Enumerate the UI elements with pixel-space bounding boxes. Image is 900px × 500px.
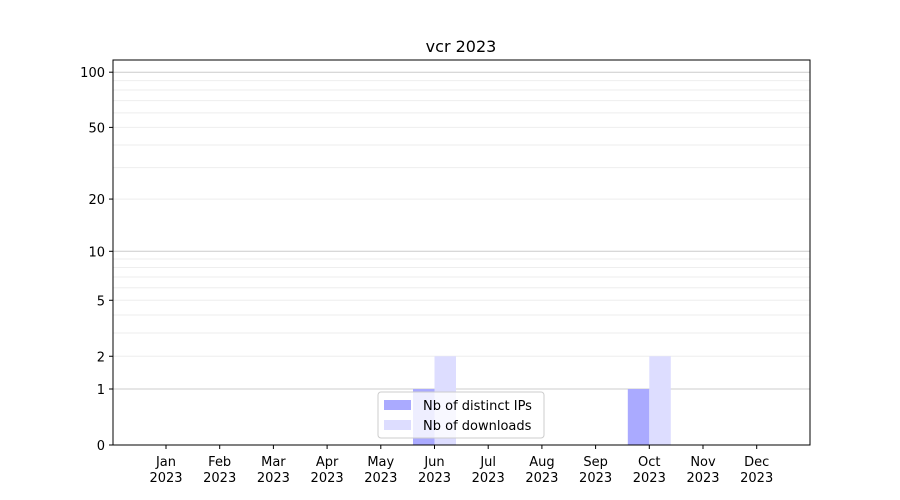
x-tick-label: Feb 2023: [203, 455, 236, 486]
x-tick-label: Jun 2023: [418, 455, 451, 486]
x-tick-label: Dec 2023: [740, 455, 773, 486]
legend-swatch: [384, 420, 411, 430]
x-tick-label: Mar 2023: [257, 455, 290, 486]
x-tick-label: Jan 2023: [149, 455, 182, 486]
x-tick-label: Sep 2023: [579, 455, 612, 486]
bar-distinct-ips: [627, 389, 650, 445]
y-tick-label: 5: [97, 294, 105, 309]
x-tick-label: Oct 2023: [633, 455, 666, 486]
bar-downloads: [649, 356, 671, 445]
plot-frame: [112, 59, 811, 446]
x-tick-label: Nov 2023: [686, 455, 719, 486]
y-tick-label: 1: [97, 383, 105, 398]
x-tick-label: Apr 2023: [311, 455, 344, 486]
y-tick-label: 100: [80, 66, 105, 81]
x-tick-label: May 2023: [364, 455, 397, 486]
legend-label: Nb of downloads: [423, 419, 532, 434]
legend: Nb of distinct IPs Nb of downloads: [377, 391, 545, 439]
y-tick-label: 50: [88, 121, 105, 136]
y-tick-label: 10: [88, 245, 105, 260]
y-tick-label: 0: [97, 439, 105, 454]
y-axis: 0 1 2 5 10 20 50 100: [80, 66, 113, 454]
y-tick-label: 20: [88, 193, 105, 208]
chart-title: vcr 2023: [426, 37, 497, 56]
x-tick-label: Jul 2023: [472, 455, 505, 486]
gridlines: [113, 71, 810, 390]
legend-swatch: [384, 400, 411, 410]
x-tick-label: Aug 2023: [525, 455, 558, 486]
y-tick-label: 2: [97, 350, 105, 365]
legend-box: [377, 391, 545, 439]
legend-label: Nb of distinct IPs: [423, 399, 532, 414]
x-axis: Jan 2023 Feb 2023 Mar 2023 Apr 2023 May 2023 Jun 20…: [149, 445, 773, 486]
